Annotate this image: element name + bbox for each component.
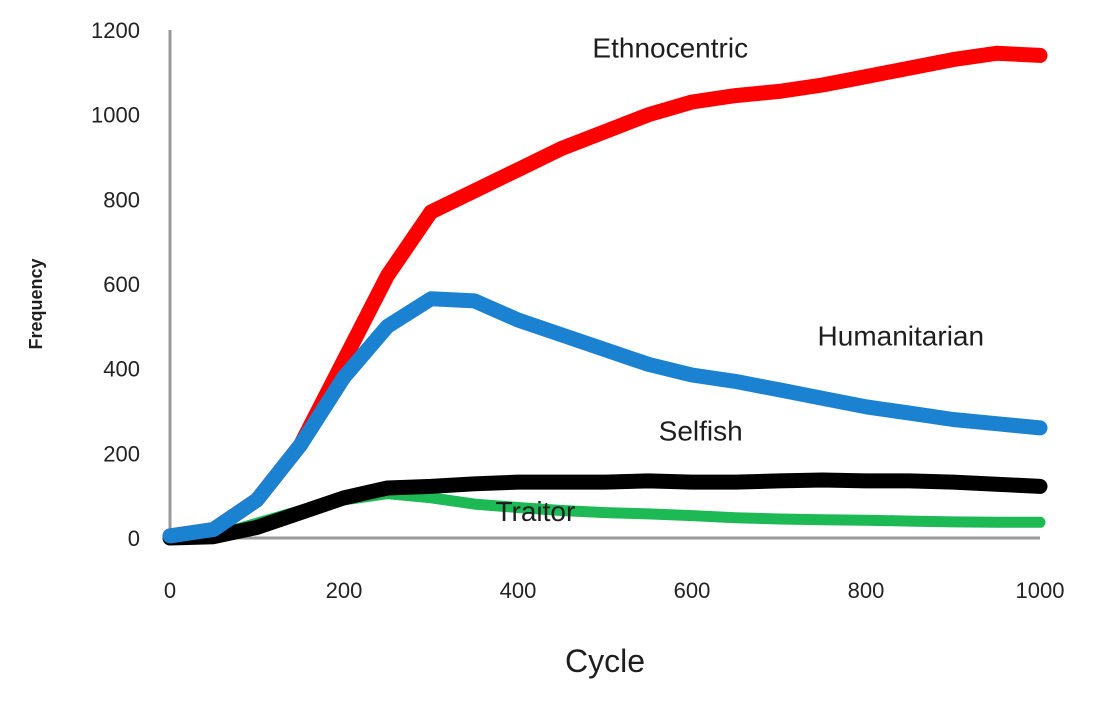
y-tick-label: 800 <box>103 187 140 212</box>
series-line-ethnocentric <box>162 45 1048 544</box>
y-tick-label: 1000 <box>91 103 140 128</box>
y-tick-label: 600 <box>103 272 140 297</box>
x-tick-label: 400 <box>500 578 537 603</box>
axes <box>168 30 1040 540</box>
y-tick-label: 200 <box>103 441 140 466</box>
x-axis-title: Cycle <box>565 643 645 679</box>
series-label-ethnocentric: Ethnocentric <box>592 33 748 64</box>
x-tick-label: 600 <box>674 578 711 603</box>
y-tick-labels: 0 200 400 600 800 1000 1200 <box>91 18 140 551</box>
y-tick-label: 1200 <box>91 18 140 43</box>
series-lines <box>162 45 1048 546</box>
x-tick-labels: 0 200 400 600 800 1000 <box>164 578 1065 603</box>
x-tick-label: 1000 <box>1016 578 1065 603</box>
y-tick-label: 0 <box>128 526 140 551</box>
series-label-humanitarian: Humanitarian <box>818 320 985 351</box>
x-tick-label: 800 <box>848 578 885 603</box>
series-line-humanitarian <box>162 291 1048 544</box>
x-tick-label: 0 <box>164 578 176 603</box>
x-tick-label: 200 <box>326 578 363 603</box>
series-line-selfish <box>162 472 1048 546</box>
series-label-traitor: Traitor <box>495 496 575 527</box>
y-tick-label: 400 <box>103 357 140 382</box>
series-labels: Ethnocentric Humanitarian Selfish Traitor <box>495 33 984 528</box>
series-label-selfish: Selfish <box>659 416 743 447</box>
y-axis-title: Frequency <box>26 258 46 349</box>
